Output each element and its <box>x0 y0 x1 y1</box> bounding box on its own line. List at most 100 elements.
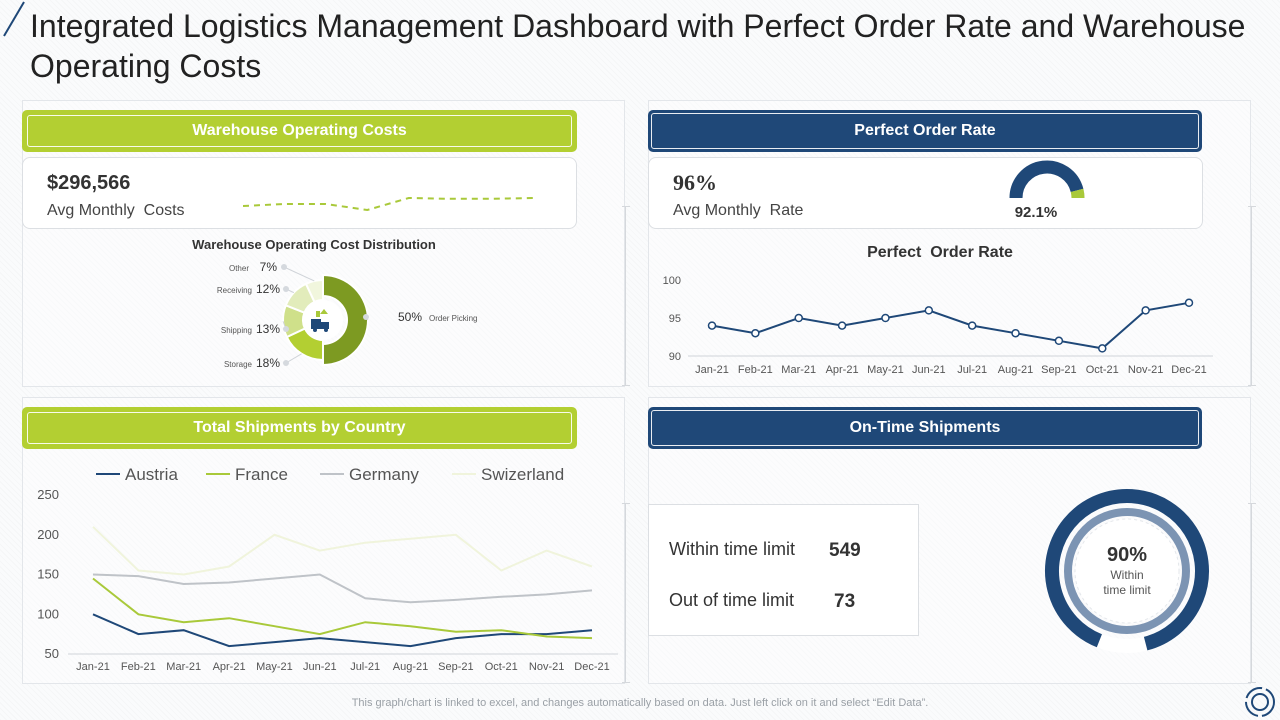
corner-accent-line <box>3 1 25 37</box>
y-tick-label: 100 <box>663 275 681 287</box>
shipments-line-chart: 50 100 150 200 250 Jan-21 Feb-21 Mar-21 Apr-21 Ma… <box>37 465 618 673</box>
data-point <box>1098 344 1107 353</box>
x-tick-label: Jun-21 <box>303 661 337 673</box>
legend-label: Germany <box>349 465 419 484</box>
panel-edge-marker <box>622 503 633 683</box>
data-point <box>707 321 717 330</box>
x-tick-label: Feb-21 <box>121 661 156 673</box>
gauge-label: 92.1% <box>1014 204 1058 221</box>
donut-pct-label: 50% <box>398 310 422 324</box>
donut-leader-dot <box>283 360 289 366</box>
page-title: Integrated Logistics Management Dashboar… <box>30 8 1246 84</box>
x-tick-label: Oct-21 <box>1086 364 1119 376</box>
perfect-order-line-chart: 90 95 100 Jan-21 Feb-21 Mar-21 Apr-21 May-21 Jun… <box>663 275 1213 376</box>
x-tick-label: Sep-21 <box>1041 364 1076 376</box>
perfect-order-kpi-label: Avg Monthly Rate <box>673 202 804 219</box>
donut-leader-line <box>283 266 315 282</box>
ontime-stats-card: Within time limit 549 Out of time limit … <box>648 504 919 636</box>
x-tick-label: Aug-21 <box>393 661 428 673</box>
donut-name-label: Order Picking <box>429 314 477 323</box>
x-tick-label: Nov-21 <box>529 661 564 673</box>
x-tick-label: Apr-21 <box>826 364 859 376</box>
series-line-germany <box>92 573 593 604</box>
donut-leader-dot <box>283 326 289 332</box>
x-tick-label: Sep-21 <box>438 661 473 673</box>
y-tick-label: 200 <box>37 527 59 542</box>
data-point <box>1054 336 1064 346</box>
data-point <box>794 313 803 323</box>
donut-pct-label: 13% <box>256 322 280 336</box>
panel-edge-marker <box>1248 206 1259 386</box>
x-tick-label: Dec-21 <box>574 661 609 673</box>
x-tick-label: Jan-21 <box>76 661 110 673</box>
x-tick-label: Jan-21 <box>695 364 729 376</box>
warehouse-header: Warehouse Operating Costs <box>22 110 577 152</box>
warehouse-truck-icon <box>311 309 329 332</box>
perfect-order-header-label: Perfect Order Rate <box>651 113 1199 149</box>
donut-slice-order-picking <box>322 273 369 367</box>
out-of-time-label: Out of time limit <box>669 590 795 610</box>
data-point <box>1141 306 1150 315</box>
donut-pct-label: 7% <box>260 260 278 274</box>
data-point <box>881 313 890 323</box>
data-point <box>837 321 847 330</box>
distribution-title: Warehouse Operating Cost Distribution <box>192 237 436 252</box>
x-tick-label: Nov-21 <box>1128 364 1163 376</box>
x-tick-label: Aug-21 <box>998 364 1033 376</box>
series-line-austria <box>92 613 593 648</box>
data-point <box>751 328 760 338</box>
donut-name-label: Storage <box>224 360 253 369</box>
donut-center <box>303 300 343 340</box>
refresh-logo-icon[interactable] <box>1243 685 1277 719</box>
donut-leader-dot <box>363 314 369 320</box>
data-point <box>1184 298 1194 308</box>
panel-edge-marker <box>1248 503 1259 683</box>
legend-label: France <box>235 465 288 484</box>
within-time-label: Within time limit <box>669 539 796 559</box>
donut-leader-dot <box>283 286 289 292</box>
x-tick-label: Apr-21 <box>213 661 246 673</box>
perfect-order-kpi-card: 96% Avg Monthly Rate 92.1% <box>648 157 1203 229</box>
y-tick-label: 95 <box>669 313 681 325</box>
y-tick-label: 50 <box>45 646 59 661</box>
x-tick-label: Mar-21 <box>781 364 816 376</box>
footer-note: This graph/chart is linked to excel, and… <box>351 697 929 709</box>
y-tick-label: 100 <box>37 606 59 621</box>
donut-name-label: Receiving <box>217 286 252 295</box>
x-tick-label: Feb-21 <box>738 364 773 376</box>
donut-leader-line <box>285 353 302 364</box>
x-tick-label: Jun-21 <box>912 364 946 376</box>
perfect-order-chart-title: Perfect Order Rate <box>867 244 1013 261</box>
ontime-header-label: On-Time Shipments <box>651 410 1199 446</box>
data-point <box>967 321 977 330</box>
donut-name-label: Other <box>229 264 249 273</box>
warehouse-kpi-card: $296,566 Avg Monthly Costs <box>22 157 577 229</box>
x-tick-label: Oct-21 <box>485 661 518 673</box>
data-point <box>1011 328 1020 338</box>
within-time-value: 549 <box>829 540 861 561</box>
ontime-ring-pct: 90% <box>1106 544 1148 566</box>
shipments-header: Total Shipments by Country <box>22 407 577 449</box>
legend-label: Austria <box>125 465 178 484</box>
warehouse-sparkline <box>243 196 534 212</box>
legend-label: Swizerland <box>481 465 564 484</box>
ontime-ring-chart <box>1045 489 1209 653</box>
perfect-order-header: Perfect Order Rate <box>648 110 1202 152</box>
ontime-header: On-Time Shipments <box>648 407 1202 449</box>
panel-edge-marker <box>622 206 633 386</box>
x-tick-label: Jul-21 <box>957 364 987 376</box>
x-tick-label: Mar-21 <box>166 661 201 673</box>
data-point <box>924 306 934 315</box>
donut-pct-label: 12% <box>256 282 280 296</box>
donut-name-label: Shipping <box>221 326 252 335</box>
warehouse-kpi-value: $296,566 <box>47 172 131 194</box>
donut-pct-label: 18% <box>256 356 280 370</box>
series-line-france <box>92 577 593 640</box>
y-tick-label: 90 <box>669 351 681 363</box>
shipments-header-label: Total Shipments by Country <box>27 412 572 444</box>
y-tick-label: 250 <box>37 487 59 502</box>
series-line-swizerland <box>92 526 593 576</box>
x-tick-label: May-21 <box>256 661 293 673</box>
warehouse-header-label: Warehouse Operating Costs <box>27 115 572 147</box>
x-tick-label: Jul-21 <box>350 661 380 673</box>
